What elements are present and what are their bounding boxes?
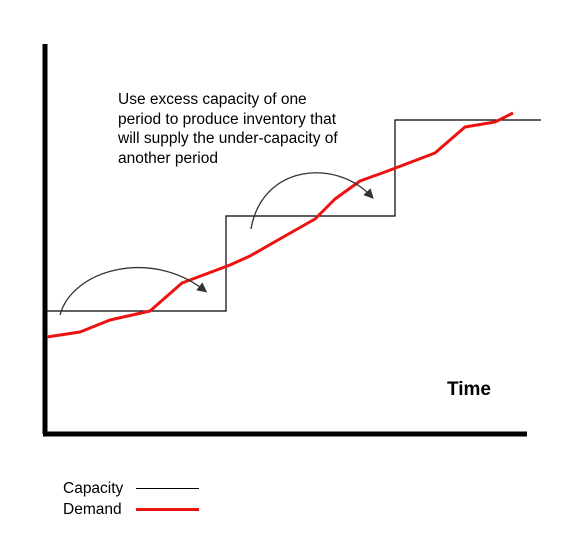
- annotation-line: Use excess capacity of one: [118, 91, 307, 108]
- legend-item-demand: Demand: [63, 499, 199, 520]
- x-axis-label: Time: [447, 379, 492, 400]
- legend-label: Demand: [63, 501, 122, 518]
- capacity-line: [47, 119, 541, 312]
- annotation-text: Use excess capacity of one period to pro…: [118, 90, 418, 168]
- arrow-period-2-to-3: [250, 172, 374, 230]
- legend-swatch-capacity: [136, 488, 199, 489]
- arrow-period-1-to-2: [59, 267, 208, 316]
- legend-swatch-demand: [136, 508, 199, 511]
- annotation-line: will supply the under-capacity of: [118, 130, 338, 147]
- legend-item-capacity: Capacity: [63, 478, 199, 499]
- annotation-line: another period: [118, 149, 218, 167]
- annotation-line: period to produce inventory that: [118, 110, 336, 128]
- legend-label: Capacity: [63, 480, 124, 497]
- demand-line: [46, 111, 514, 339]
- legend: Capacity Demand: [63, 478, 199, 520]
